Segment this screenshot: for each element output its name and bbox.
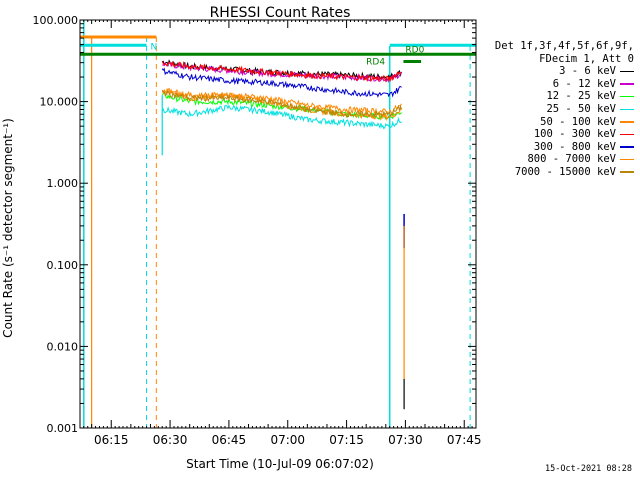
annotation-rd0: RD0 (405, 45, 424, 55)
annotation-n: N (151, 42, 158, 52)
legend-swatch (620, 171, 634, 173)
x-tick-label: 07:00 (270, 433, 305, 447)
legend-entry: 3 - 6 keV (484, 65, 634, 78)
chart-title: RHESSI Count Rates (210, 5, 351, 21)
y-tick-label: 1.000 (47, 177, 79, 190)
legend-swatch (620, 146, 634, 148)
annotation-rd4: RD4 (366, 57, 385, 67)
legend-entry: 800 - 7000 keV (484, 153, 634, 166)
axes-layer: 0.001 0.010 0.100 1.000 10.000 100.000 06:15 06… (33, 14, 482, 447)
y-tick-label: 100.000 (33, 14, 79, 27)
legend-entry: 12 - 25 keV (484, 90, 634, 103)
legend-header-detectors: Det 1f,3f,4f,5f,6f,9f, (494, 40, 634, 52)
legend-entry: 300 - 800 keV (484, 141, 634, 154)
legend-swatch (620, 83, 634, 85)
y-axis-label: Count Rate (s⁻¹ detector segment⁻¹) (1, 118, 15, 338)
y-tick-label: 10.000 (40, 96, 79, 109)
legend-entry-label: 7000 - 15000 keV (514, 165, 616, 178)
legend-entry-label: 100 - 300 keV (533, 128, 616, 141)
legend-entry-label: 25 - 50 keV (546, 102, 616, 115)
legend-entry: 50 - 100 keV (484, 116, 634, 129)
y-tick-label: 0.010 (47, 340, 79, 353)
x-tick-label: 06:45 (212, 433, 247, 447)
legend-entry-label: 50 - 100 keV (540, 115, 616, 128)
legend-entry: 7000 - 15000 keV (484, 166, 634, 179)
legend: Det 1f,3f,4f,5f,6f,9f, FDecim 1, Att 0 3… (484, 40, 634, 179)
series-line-4 (161, 104, 402, 130)
y-tick-label: 0.001 (47, 422, 79, 435)
series-layer (161, 59, 405, 410)
legend-entry-label: 3 - 6 keV (559, 65, 616, 78)
x-tick-label: 07:15 (329, 433, 364, 447)
legend-swatch (620, 108, 634, 111)
legend-entry: 25 - 50 keV (484, 103, 634, 116)
x-tick-label: 07:30 (388, 433, 423, 447)
annotation-layer: N RD0 RD4 (151, 42, 425, 67)
legend-header-decimation: FDecim 1, Att 0 (539, 52, 634, 65)
legend-swatch (620, 70, 634, 73)
x-tick-label: 06:15 (94, 433, 129, 447)
legend-swatch (620, 158, 634, 161)
legend-entry-label: 6 - 12 keV (552, 77, 616, 90)
legend-entry-label: 300 - 800 keV (533, 140, 616, 153)
y-tick-label: 0.100 (47, 259, 79, 272)
overlay-layer (80, 20, 476, 428)
plot-frame (79, 19, 477, 429)
legend-swatch (620, 95, 634, 98)
generation-timestamp: 15-Oct-2021 08:28 (545, 464, 632, 474)
x-axis-label: Start Time (10-Jul-09 06:07:02) (186, 457, 374, 471)
series-line-6 (161, 60, 402, 83)
series-line-2 (162, 61, 402, 84)
legend-swatch (620, 121, 634, 123)
series-line-9 (162, 89, 402, 119)
x-tick-label: 06:30 (153, 433, 188, 447)
legend-entry: 100 - 300 keV (484, 128, 634, 141)
x-tick-label: 07:45 (447, 433, 482, 447)
series-line-7 (161, 67, 402, 98)
legend-entry: 6 - 12 keV (484, 78, 634, 91)
legend-entry-label: 12 - 25 keV (546, 90, 616, 103)
legend-entry-label: 800 - 7000 keV (527, 153, 616, 166)
legend-swatch (620, 133, 634, 136)
